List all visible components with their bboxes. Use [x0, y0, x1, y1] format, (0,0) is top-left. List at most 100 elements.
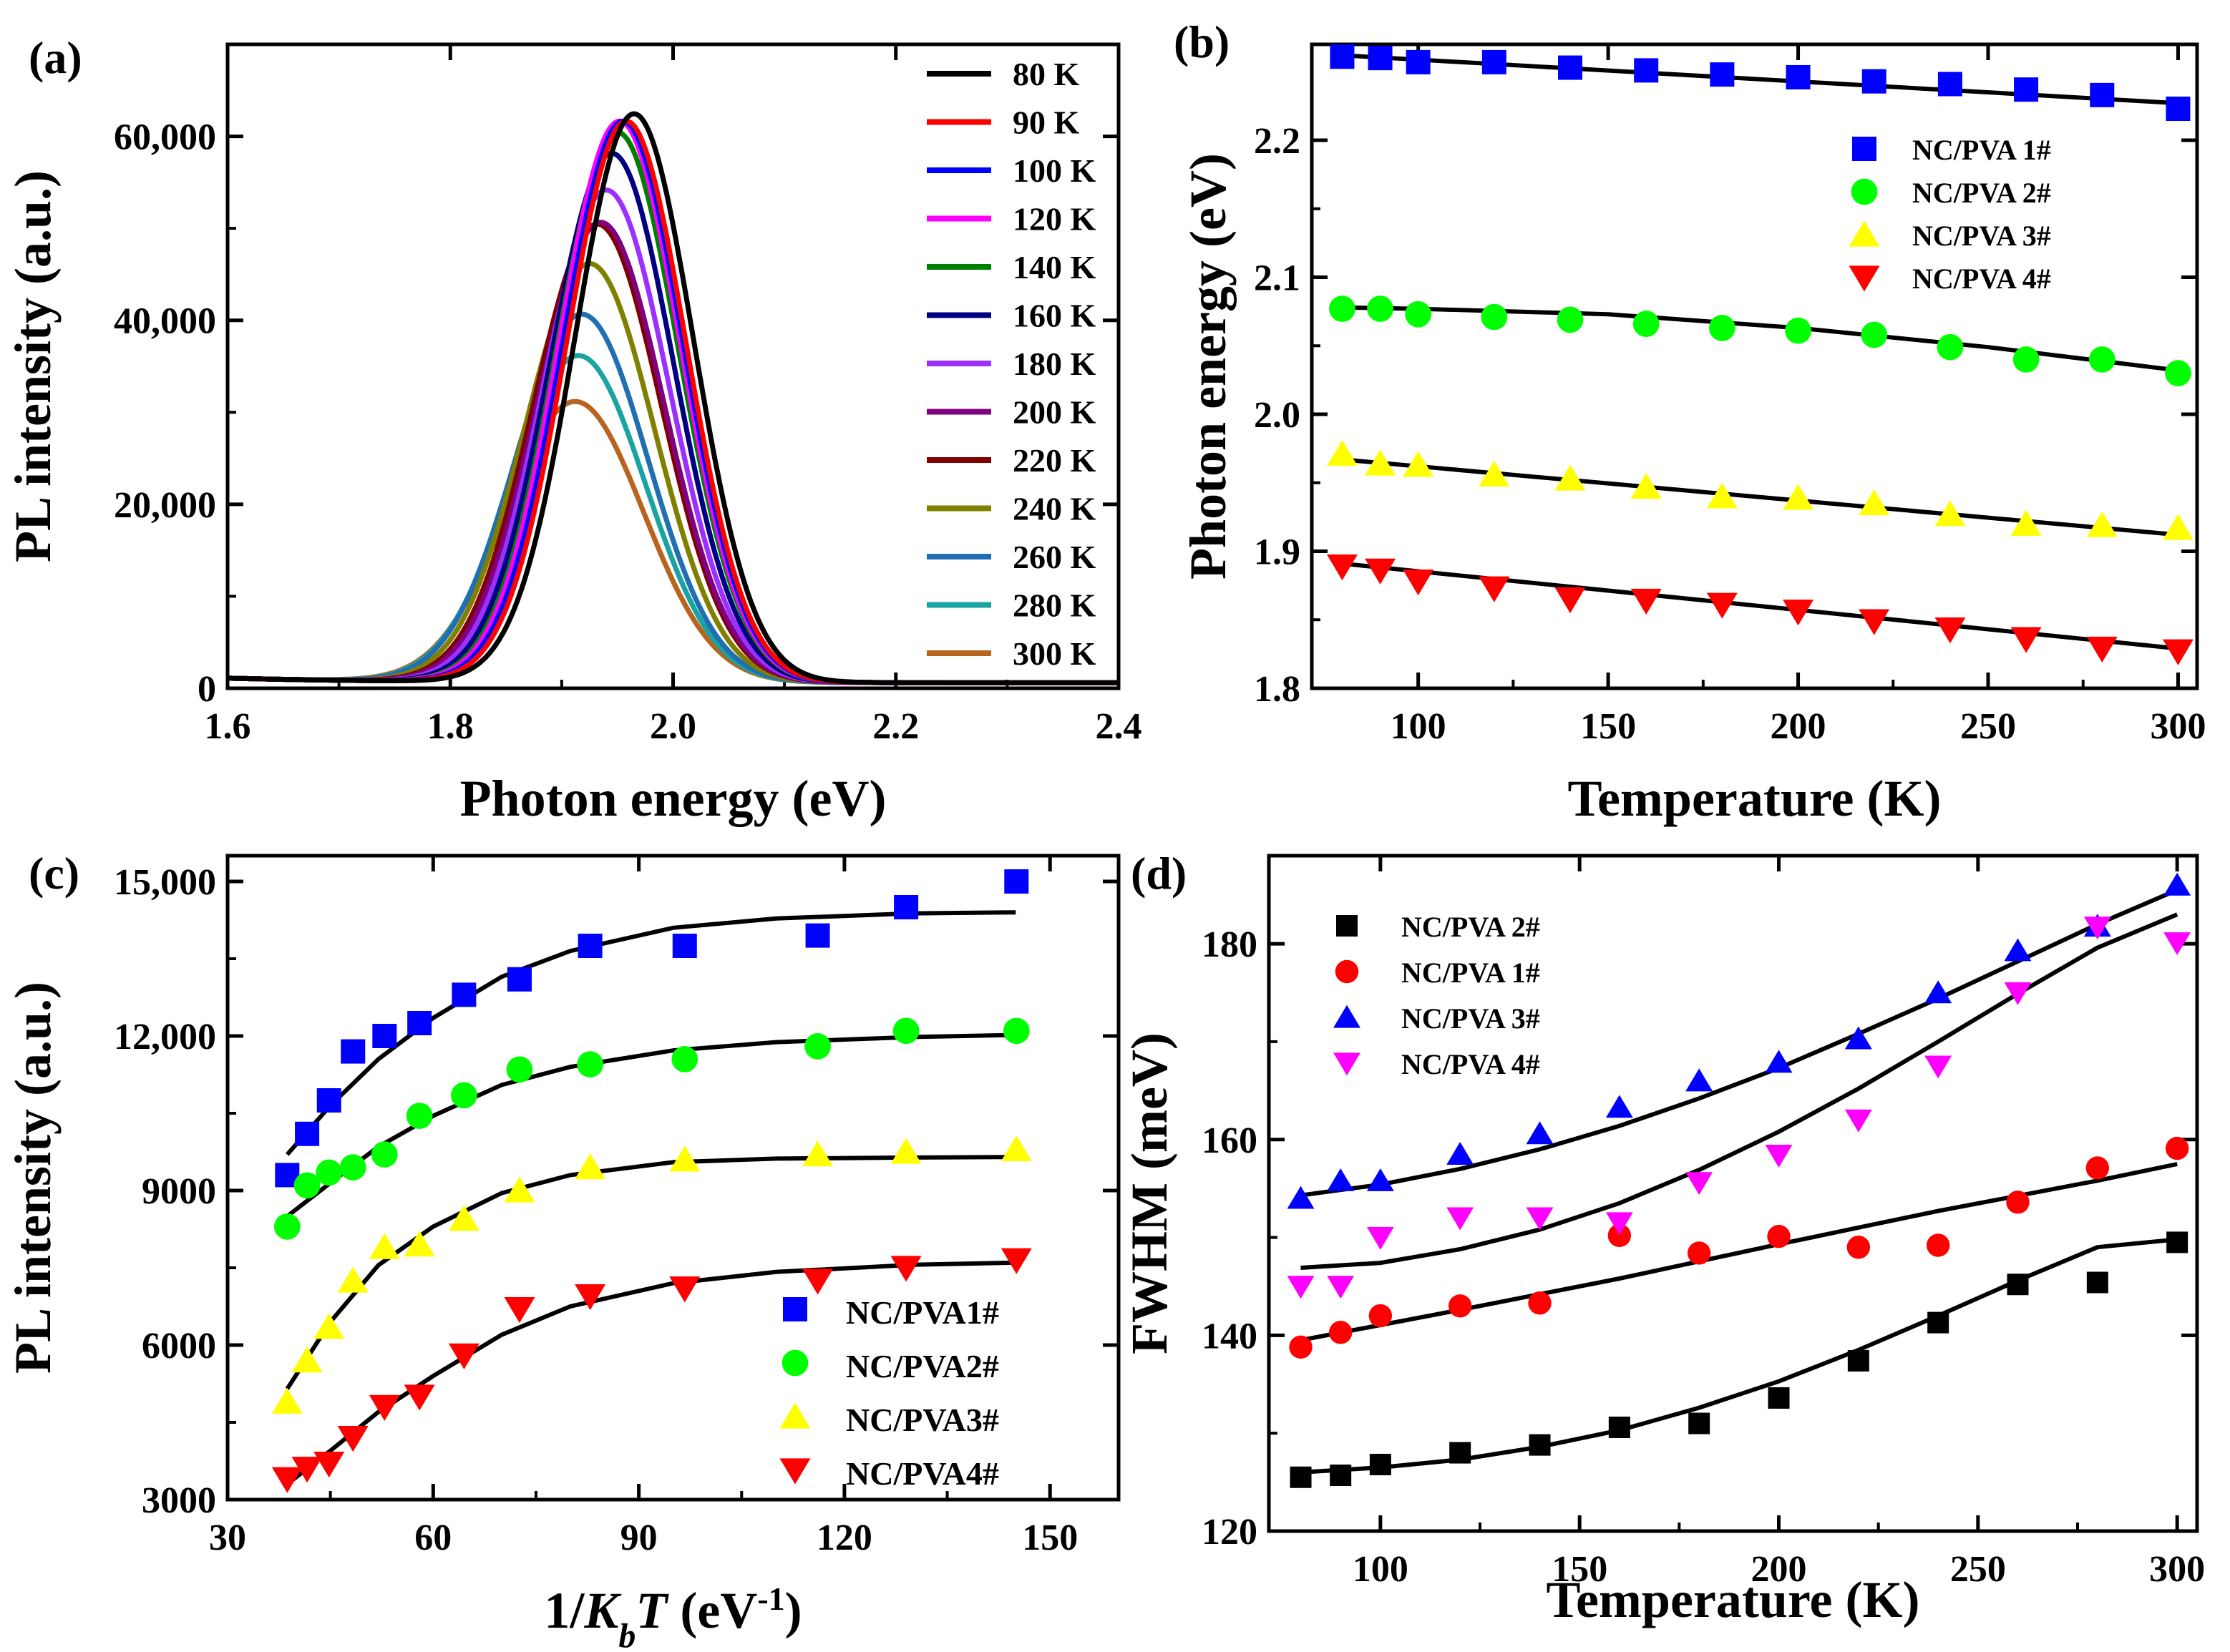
- data-point: [316, 1159, 343, 1186]
- y-tick-label: 1.8: [1254, 669, 1300, 710]
- data-point: [1526, 1121, 1554, 1145]
- fit-curve: [1300, 1237, 2178, 1475]
- data-point: [1607, 1223, 1632, 1248]
- data-point: [1685, 1172, 1713, 1196]
- panel-b: 100 150 200 250 300 1.8 1.9 2.0 2.1 2.2 (b) Photon …: [1174, 16, 2206, 827]
- data-point: [1368, 1304, 1393, 1328]
- data-point: [1479, 576, 1510, 602]
- legend-label: 240 K: [1013, 491, 1096, 527]
- data-point: [577, 1051, 603, 1077]
- legend-marker: [1849, 220, 1880, 247]
- data-point: [1403, 570, 1434, 596]
- data-point: [1554, 587, 1586, 614]
- data-point: [671, 1046, 698, 1072]
- x-tick-label: 120: [817, 1517, 872, 1558]
- data-point: [1481, 303, 1508, 331]
- data-point: [1326, 440, 1358, 466]
- data-point: [1847, 1349, 1869, 1372]
- data-point: [1605, 1212, 1633, 1236]
- data-point: [1528, 1291, 1552, 1315]
- legend-label: NC/PVA 1#: [1401, 957, 1540, 989]
- legend-label: 140 K: [1013, 249, 1096, 285]
- data-point: [2086, 511, 2118, 537]
- data-point: [1290, 1466, 1312, 1488]
- data-point: [1786, 64, 1811, 89]
- fit-curve: [1342, 53, 2178, 106]
- data-point: [2165, 1136, 2189, 1160]
- data-point: [575, 1284, 606, 1311]
- data-point: [291, 1457, 323, 1483]
- data-point: [407, 1011, 432, 1035]
- pl-spectrum-line: [228, 111, 1119, 685]
- data-point: [1330, 44, 1355, 69]
- data-point: [369, 1394, 400, 1421]
- x-tick-label: 2.2: [872, 706, 919, 747]
- x-axis-label: Temperature (K): [1568, 770, 1942, 827]
- y-tick-label: 12,000: [114, 1017, 216, 1057]
- data-point: [1709, 315, 1735, 341]
- legend-label: 120 K: [1013, 201, 1096, 238]
- y-tick-label: 40,000: [114, 301, 216, 342]
- data-point: [1449, 1442, 1471, 1464]
- data-point: [1844, 1026, 1872, 1050]
- legend-marker: [1851, 178, 1878, 205]
- x-axis-label: 1/KbT (eV-1): [544, 1580, 802, 1652]
- x-tick-label: 2.0: [650, 706, 696, 747]
- fit-curve: [1342, 305, 2178, 373]
- data-point: [1630, 472, 1662, 499]
- data-point: [578, 934, 603, 958]
- data-point: [894, 895, 919, 919]
- data-point: [802, 1269, 834, 1295]
- data-point: [672, 934, 697, 958]
- legend-label: NC/PVA 3#: [1401, 1002, 1540, 1035]
- data-point: [1479, 460, 1510, 487]
- data-point: [2014, 77, 2039, 102]
- data-point: [1605, 1095, 1633, 1118]
- legend-marker: [779, 1402, 811, 1429]
- y-tick-label: 15,000: [114, 862, 216, 903]
- data-point: [404, 1231, 435, 1257]
- legend-label: NC/PVA 1#: [1912, 134, 2051, 166]
- data-point: [1327, 1168, 1355, 1191]
- data-point: [2162, 639, 2194, 665]
- data-point: [1329, 295, 1355, 322]
- data-point: [1369, 1453, 1391, 1475]
- data-point: [2006, 1191, 2030, 1214]
- data-point: [451, 1082, 477, 1109]
- y-axis-label: PL intensity (a.u.): [4, 982, 62, 1374]
- data-point: [2083, 917, 2111, 940]
- x-axis-label-part: b: [618, 1617, 636, 1652]
- data-point: [1406, 49, 1431, 74]
- data-point: [448, 1343, 479, 1369]
- y-tick-label: 1.9: [1254, 532, 1300, 573]
- legend-label: NC/PVA 3#: [1912, 220, 2051, 252]
- data-point: [1924, 1055, 1952, 1079]
- data-point: [1934, 500, 1966, 527]
- data-point: [1557, 306, 1584, 333]
- x-tick-label: 2.4: [1096, 706, 1142, 747]
- legend-marker: [779, 1458, 811, 1485]
- data-point: [2010, 627, 2042, 653]
- data-point: [1861, 321, 1888, 348]
- data-point: [1924, 980, 1952, 1004]
- x-tick-label: 150: [1022, 1517, 1078, 1558]
- data-point: [2165, 360, 2191, 386]
- data-point: [337, 1266, 369, 1293]
- data-point: [1446, 1207, 1474, 1231]
- y-axis-label: PL intensity (a.u.): [4, 170, 62, 562]
- legend-label: 100 K: [1013, 152, 1096, 189]
- legend-marker: [1335, 959, 1359, 984]
- data-point: [313, 1313, 345, 1339]
- data-point: [507, 967, 532, 992]
- panel-label: (a): [29, 32, 82, 83]
- data-point: [1004, 869, 1029, 894]
- data-point: [1608, 1416, 1630, 1438]
- legend-label: 200 K: [1013, 394, 1096, 431]
- data-point: [1846, 1236, 1871, 1259]
- legend-label: 300 K: [1013, 635, 1096, 672]
- data-point: [1688, 1412, 1710, 1434]
- data-point: [2163, 872, 2191, 896]
- x-axis-label-part: 1/: [544, 1582, 585, 1639]
- x-axis-label-part: K: [583, 1582, 622, 1639]
